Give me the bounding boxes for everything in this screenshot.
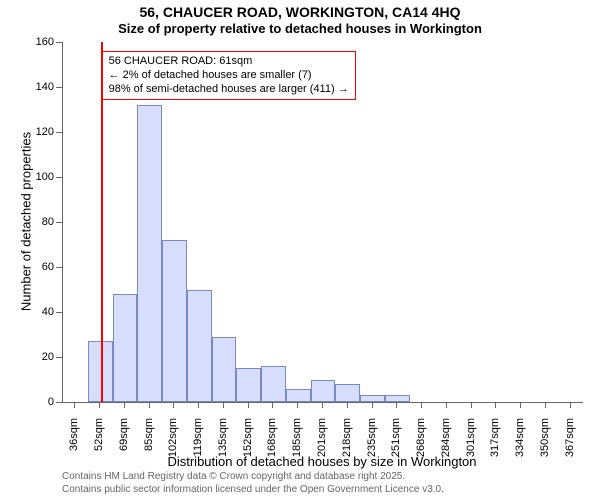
y-tick-label: 0 <box>26 396 54 408</box>
y-tick <box>56 402 62 403</box>
x-tick <box>99 402 100 408</box>
x-tick <box>520 402 521 408</box>
histogram-bar <box>360 395 385 402</box>
x-tick-label: 334sqm <box>514 418 526 466</box>
histogram-bar <box>236 368 261 402</box>
x-tick-label: 301sqm <box>465 418 477 466</box>
histogram-bar <box>261 366 286 402</box>
title-line-2: Size of property relative to detached ho… <box>0 21 600 37</box>
histogram-bar <box>137 105 162 402</box>
footer-line-2: Contains public sector information licen… <box>62 484 444 497</box>
histogram-bar <box>187 290 212 403</box>
x-tick <box>372 402 373 408</box>
x-tick-label: 119sqm <box>192 418 204 466</box>
y-tick <box>56 312 62 313</box>
marker-annotation: 56 CHAUCER ROAD: 61sqm ← 2% of detached … <box>102 51 356 100</box>
histogram-bar <box>113 294 138 402</box>
histogram-bar <box>162 240 187 402</box>
x-tick <box>347 402 348 408</box>
y-tick <box>56 222 62 223</box>
histogram-bar <box>212 337 237 402</box>
x-tick-label: 201sqm <box>316 418 328 466</box>
annotation-line-3: 98% of semi-detached houses are larger (… <box>109 83 349 97</box>
x-tick <box>124 402 125 408</box>
x-tick <box>396 402 397 408</box>
x-tick <box>570 402 571 408</box>
y-tick-label: 60 <box>26 261 54 273</box>
histogram-bar <box>335 384 360 402</box>
x-tick <box>272 402 273 408</box>
x-tick-label: 235sqm <box>366 418 378 466</box>
x-tick <box>471 402 472 408</box>
x-tick <box>198 402 199 408</box>
x-tick-label: 152sqm <box>242 418 254 466</box>
x-tick-label: 218sqm <box>341 418 353 466</box>
histogram-bar <box>88 341 113 402</box>
x-tick-label: 268sqm <box>415 418 427 466</box>
x-tick-label: 168sqm <box>266 418 278 466</box>
y-tick <box>56 42 62 43</box>
x-tick <box>446 402 447 408</box>
y-tick-label: 40 <box>26 306 54 318</box>
x-tick-label: 85sqm <box>143 418 155 466</box>
y-tick <box>56 132 62 133</box>
x-tick-label: 102sqm <box>167 418 179 466</box>
y-tick <box>56 177 62 178</box>
x-tick <box>248 402 249 408</box>
x-tick-label: 36sqm <box>68 418 80 466</box>
y-tick-label: 160 <box>26 36 54 48</box>
footer-line-1: Contains HM Land Registry data © Crown c… <box>62 471 444 484</box>
x-tick-label: 135sqm <box>217 418 229 466</box>
y-tick <box>56 87 62 88</box>
x-tick-label: 284sqm <box>440 418 452 466</box>
histogram-bar <box>286 389 311 403</box>
footer-attribution: Contains HM Land Registry data © Crown c… <box>62 471 444 496</box>
x-tick <box>173 402 174 408</box>
histogram-bar <box>385 395 410 402</box>
title-line-1: 56, CHAUCER ROAD, WORKINGTON, CA14 4HQ <box>0 4 600 21</box>
x-tick-label: 367sqm <box>564 418 576 466</box>
y-tick-label: 20 <box>26 351 54 363</box>
x-tick <box>545 402 546 408</box>
annotation-line-2: ← 2% of detached houses are smaller (7) <box>109 69 349 83</box>
x-tick <box>297 402 298 408</box>
x-tick-label: 69sqm <box>118 418 130 466</box>
annotation-line-1: 56 CHAUCER ROAD: 61sqm <box>109 55 349 69</box>
x-tick <box>495 402 496 408</box>
x-tick-label: 185sqm <box>291 418 303 466</box>
histogram-bar <box>311 380 336 403</box>
x-tick-label: 52sqm <box>93 418 105 466</box>
y-tick-label: 80 <box>26 216 54 228</box>
x-tick <box>421 402 422 408</box>
x-tick <box>322 402 323 408</box>
chart-container: 56, CHAUCER ROAD, WORKINGTON, CA14 4HQ S… <box>0 0 600 500</box>
y-tick-label: 120 <box>26 126 54 138</box>
y-tick <box>56 357 62 358</box>
y-tick-label: 140 <box>26 81 54 93</box>
x-tick <box>74 402 75 408</box>
y-tick <box>56 267 62 268</box>
y-tick-label: 100 <box>26 171 54 183</box>
chart-title: 56, CHAUCER ROAD, WORKINGTON, CA14 4HQ S… <box>0 4 600 36</box>
x-tick-label: 350sqm <box>539 418 551 466</box>
x-tick-label: 251sqm <box>390 418 402 466</box>
x-tick <box>149 402 150 408</box>
x-tick <box>223 402 224 408</box>
x-tick-label: 317sqm <box>489 418 501 466</box>
